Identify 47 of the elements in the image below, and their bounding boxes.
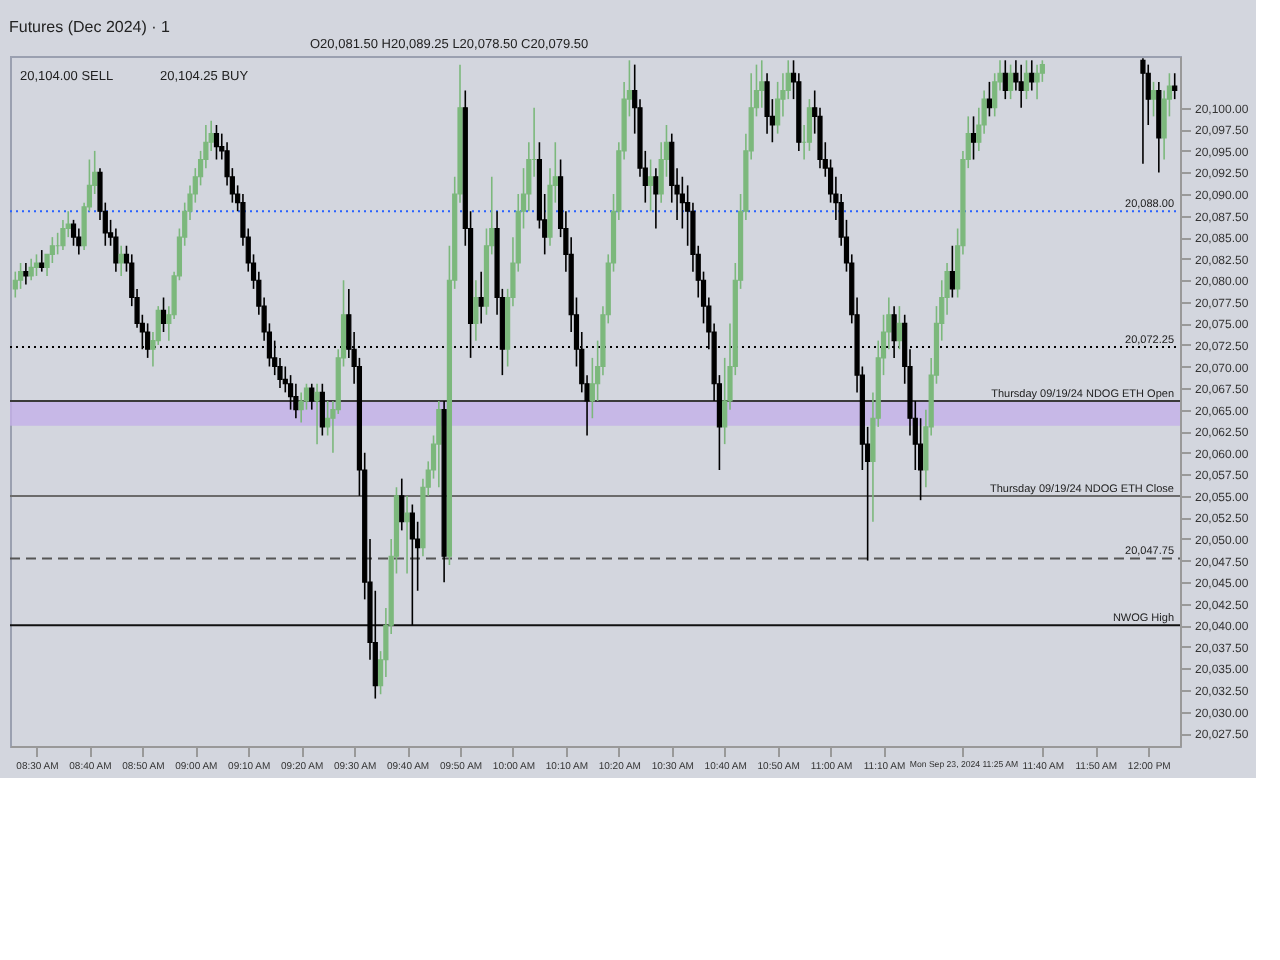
- candlestick: [986, 81, 993, 118]
- candlestick: [775, 81, 781, 135]
- candlestick: [653, 167, 659, 230]
- candlestick: [314, 382, 320, 445]
- candlestick: [806, 98, 813, 152]
- candlestick: [298, 391, 304, 424]
- candlestick: [60, 219, 66, 251]
- candlestick: [12, 270, 18, 299]
- candlestick: [1002, 59, 1008, 100]
- candlestick: [1023, 59, 1030, 100]
- candlestick: [70, 219, 77, 247]
- candlestick: [113, 227, 119, 273]
- candlestick: [319, 382, 325, 437]
- chart-title: Futures (Dec 2024) · 1: [9, 18, 172, 36]
- candlestick: [309, 382, 315, 411]
- candlestick: [436, 400, 442, 489]
- candlestick: [409, 503, 415, 627]
- candlestick: [1172, 72, 1178, 100]
- candlestick: [1029, 59, 1035, 92]
- candlestick: [293, 382, 299, 420]
- candlestick: [28, 257, 34, 282]
- candlestick: [23, 262, 29, 286]
- candlestick: [478, 270, 484, 325]
- candlestick: [404, 495, 410, 575]
- candlestick: [1156, 81, 1162, 174]
- candlestick: [970, 115, 977, 161]
- candlestick: [39, 249, 45, 273]
- candlestick: [896, 305, 903, 351]
- candlestick: [213, 124, 220, 161]
- candlestick: [647, 158, 654, 213]
- candlestick: [1018, 63, 1024, 109]
- candlestick: [759, 59, 765, 109]
- candlestick: [949, 244, 955, 299]
- candlestick: [399, 477, 405, 532]
- candlestick: [33, 253, 40, 277]
- candlestick: [473, 279, 479, 342]
- candlestick: [287, 374, 294, 411]
- candlestick: [1034, 63, 1040, 100]
- candlestick: [764, 72, 770, 135]
- candlestick: [160, 296, 167, 333]
- candlestick: [17, 262, 24, 290]
- candlestick: [49, 236, 55, 264]
- candlestick: [1140, 57, 1146, 165]
- candlestick: [76, 227, 82, 256]
- candlestick: [118, 244, 124, 277]
- candlestick: [1007, 63, 1014, 100]
- candlestick: [1150, 81, 1157, 118]
